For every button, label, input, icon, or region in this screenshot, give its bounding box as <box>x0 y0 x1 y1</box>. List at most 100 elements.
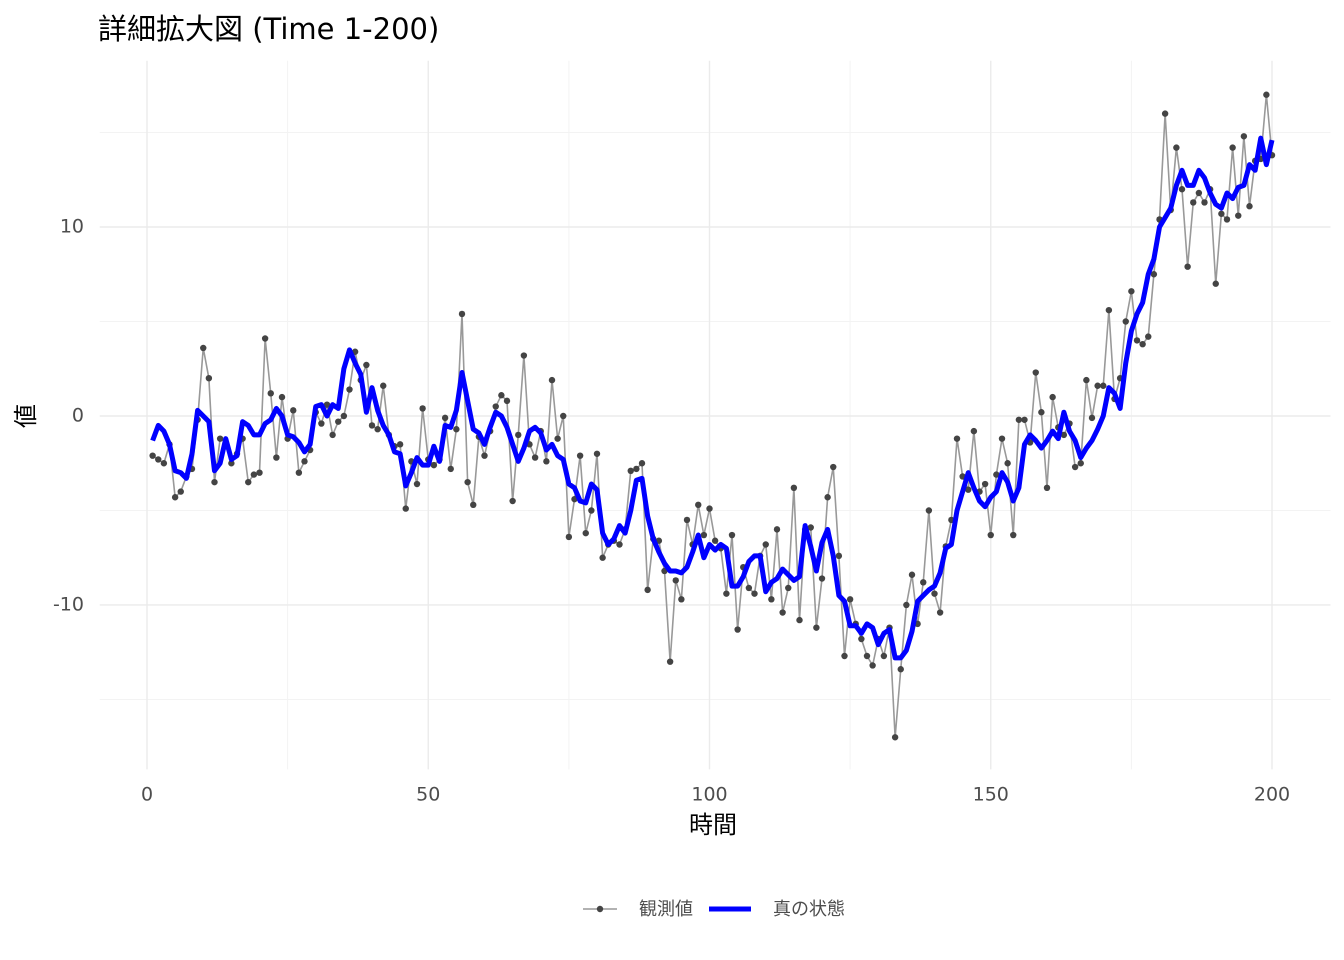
data-point <box>301 458 308 465</box>
data-point <box>560 412 567 420</box>
data-point <box>498 392 505 399</box>
data-point <box>464 478 471 486</box>
data-point <box>846 596 854 603</box>
data-point <box>419 405 426 412</box>
chart-title: 詳細拡大図 (Time 1-200) <box>98 12 439 46</box>
data-point <box>1150 271 1158 278</box>
data-point <box>1212 280 1219 287</box>
x-axis-title: 時間 <box>689 811 737 839</box>
data-point <box>1077 460 1084 467</box>
data-point <box>515 431 522 439</box>
data-point <box>880 652 888 660</box>
data-point <box>295 469 303 476</box>
legend-key-point <box>596 905 604 913</box>
data-point <box>1190 199 1197 206</box>
data-point <box>593 450 601 457</box>
data-point <box>554 435 561 442</box>
data-point <box>1049 393 1056 401</box>
data-point <box>1094 382 1101 389</box>
data-point <box>858 635 865 643</box>
x-tick-label: 100 <box>691 784 727 806</box>
data-point <box>920 579 927 586</box>
data-point <box>897 666 904 673</box>
data-point <box>1021 416 1028 423</box>
data-point <box>1122 318 1129 325</box>
data-point <box>841 652 848 660</box>
data-point <box>981 480 989 488</box>
data-point <box>458 310 466 318</box>
data-point <box>329 431 336 439</box>
data-point <box>481 452 488 459</box>
data-point <box>993 471 1000 478</box>
data-point <box>1015 416 1023 423</box>
data-point <box>323 401 331 408</box>
data-point <box>970 427 978 435</box>
data-point <box>723 590 730 597</box>
data-point <box>396 441 404 448</box>
data-point <box>830 463 837 471</box>
data-point <box>785 584 792 592</box>
y-tick-label: 10 <box>60 216 84 238</box>
data-point <box>987 531 994 539</box>
data-point <box>711 537 719 544</box>
data-point <box>599 554 606 561</box>
data-point <box>745 584 753 592</box>
data-point <box>318 420 325 427</box>
data-point <box>1223 216 1231 223</box>
data-point <box>953 435 961 442</box>
data-point <box>177 488 184 495</box>
data-point <box>402 505 409 512</box>
data-point <box>441 414 449 422</box>
data-point <box>413 480 421 488</box>
data-point <box>273 454 280 461</box>
data-point <box>430 461 438 469</box>
data-point <box>576 452 584 459</box>
data-point <box>1010 531 1017 539</box>
data-point <box>1195 189 1203 197</box>
data-point <box>588 507 595 514</box>
data-point <box>250 471 258 478</box>
data-point <box>245 478 252 486</box>
data-point <box>346 386 353 393</box>
grid <box>99 60 1331 770</box>
data-point <box>1004 460 1011 467</box>
data-point <box>290 407 297 414</box>
data-point <box>813 624 820 631</box>
data-point <box>1178 186 1186 193</box>
data-point <box>1173 144 1180 151</box>
data-point <box>695 501 702 509</box>
data-point <box>149 452 156 459</box>
data-point <box>340 412 348 420</box>
data-point <box>453 426 460 433</box>
data-point <box>200 344 207 352</box>
y-tick-label: 0 <box>72 404 84 426</box>
data-point <box>1235 212 1242 219</box>
data-point <box>633 465 640 473</box>
x-tick-label: 50 <box>416 784 440 806</box>
data-point <box>925 507 933 514</box>
data-point <box>818 575 826 582</box>
data-point <box>1145 333 1152 340</box>
data-point <box>672 577 679 584</box>
data-point <box>666 658 674 665</box>
data-point <box>492 403 499 410</box>
data-point <box>256 469 263 476</box>
data-point <box>700 531 708 539</box>
data-point <box>1246 203 1253 210</box>
data-point <box>807 524 814 531</box>
data-point <box>447 465 454 473</box>
data-point <box>1229 144 1236 151</box>
data-point <box>211 478 218 486</box>
data-point <box>1263 91 1270 98</box>
data-point <box>380 382 387 389</box>
data-point <box>1133 337 1141 344</box>
data-point <box>261 335 269 342</box>
y-tick-label: -10 <box>53 593 84 615</box>
y-axis-title: 値 <box>12 404 40 428</box>
data-point <box>1032 369 1039 376</box>
data-point <box>796 616 803 624</box>
data-point <box>1083 376 1090 384</box>
data-point <box>638 460 646 467</box>
data-point <box>470 501 477 509</box>
legend-label: 真の状態 <box>773 899 845 920</box>
